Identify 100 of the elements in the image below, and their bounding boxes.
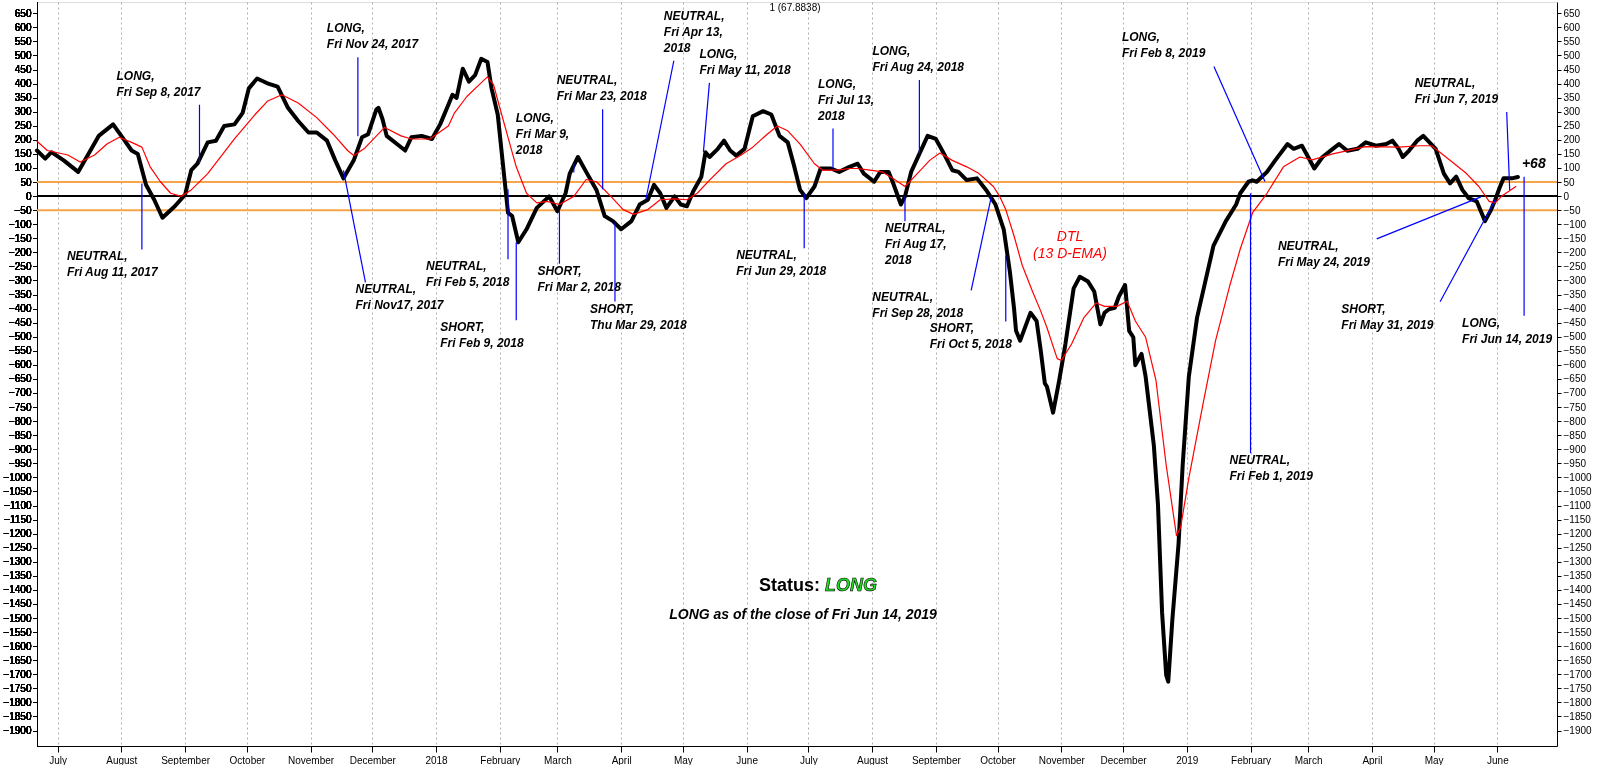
y-tick-label: −200 [8,246,32,258]
y-tick-label: −300 [8,274,32,286]
y2-tick-label: −250 [1563,260,1587,272]
y2-tick-label: 200 [1563,134,1581,146]
y2-tick-label: −1100 [1563,500,1592,511]
y2-tick-label: −750 [1563,401,1587,413]
annotation: LONG [825,575,877,595]
y2-tick-label: −100 [1563,218,1587,230]
y-tick-label: −150 [8,232,32,244]
annotation: LONG as of the close of Fri Jun 14, 2019 [669,606,938,622]
y2-tick-label: 400 [1563,78,1581,90]
annotation: LONG, Fri Aug 24, 2018 [872,43,965,74]
y-tick-label: −1100 [4,500,32,511]
y2-tick-label: −700 [1563,387,1587,399]
y-tick-label: 450 [14,64,32,76]
y2-tick-label: 550 [1563,35,1581,47]
y2-tick-label: 150 [1563,148,1581,160]
x-tick-label: February [1231,754,1272,766]
x-tick-label: September [161,754,211,766]
y2-tick-label: −1350 [1563,570,1593,582]
x-tick-label: May [1424,754,1444,766]
annotation: Status: [758,575,820,595]
y-tick-label: −1600 [3,640,32,652]
y-tick-label: −1750 [3,682,32,694]
y2-tick-label: 0 [1563,190,1570,202]
x-tick-label: December [1100,754,1148,766]
y-tick-label: −1400 [3,584,32,596]
y2-tick-label: −1250 [1563,542,1593,554]
y-tick-label: 0 [25,190,32,202]
y-tick-label: −1150 [4,514,32,526]
x-tick-label: June [1487,754,1510,766]
y2-tick-label: −50 [1563,204,1581,216]
y-tick-label: 200 [14,134,32,146]
x-tick-label: November [1038,754,1086,766]
y2-tick-label: −1850 [1563,710,1593,722]
x-tick-label: August [106,754,138,766]
annotation: NEUTRAL, Fri Sep 28, 2018 [872,290,964,321]
y-tick-label: 600 [14,21,32,33]
y-tick-label: −350 [8,289,32,301]
x-tick-label: October [229,754,266,766]
y2-tick-label: 650 [1563,7,1581,19]
y-tick-label: −250 [8,260,32,272]
y-tick-label: −50 [14,204,32,216]
annotation: NEUTRAL, Fri Jun 29, 2018 [736,248,827,279]
annotation: LONG, Fri Jul 13, 2018 [816,76,875,123]
x-tick-label: July [799,754,818,766]
y2-tick-label: −1900 [1563,725,1593,737]
y-tick-label: −1350 [3,570,32,582]
y-tick-label: −1700 [3,668,32,680]
y2-tick-label: −900 [1563,443,1587,455]
x-tick-label: March [1294,754,1323,766]
x-tick-label: October [980,754,1017,766]
y2-tick-label: −850 [1563,429,1587,441]
y-tick-label: −450 [8,317,32,329]
y2-tick-label: −1450 [1563,598,1593,610]
y-tick-label: −1650 [3,654,32,666]
y-tick-label: −1200 [3,528,32,540]
y2-tick-label: 250 [1563,120,1581,132]
annotation: LONG, Fri Nov 24, 2017 [326,21,420,52]
x-tick-label: April [1362,754,1383,766]
y-tick-label: 400 [14,78,32,90]
y2-tick-label: −200 [1563,246,1587,258]
chart-title: 1 (67.8838) [769,2,821,13]
x-tick-label: April [611,754,632,766]
annotation: NEUTRAL, Fri Aug 11, 2017 [66,249,159,280]
y-tick-label: −750 [8,401,32,413]
y-tick-label: 250 [14,120,32,132]
y2-tick-label: −550 [1563,345,1587,357]
annotation: NEUTRAL, Fri May 24, 2019 [1277,238,1371,269]
y2-tick-label: −1050 [1563,485,1593,497]
y2-tick-label: −400 [1563,303,1587,315]
y-tick-label: −1900 [3,725,32,737]
y2-tick-label: −300 [1563,274,1587,286]
x-tick-label: May [673,754,693,766]
y2-tick-label: −1550 [1563,626,1593,638]
y2-tick-label: 100 [1563,162,1581,174]
y2-tick-label: −1750 [1563,682,1593,694]
annotation: SHORT, Fri May 31, 2019 [1341,301,1434,332]
y2-tick-label: −600 [1563,359,1587,371]
y2-tick-label: 300 [1563,106,1581,118]
y2-tick-label: −500 [1563,331,1587,343]
y-tick-label: −600 [8,359,32,371]
y-tick-label: −950 [8,457,32,469]
y2-tick-label: −1800 [1563,696,1593,708]
y-tick-label: −1500 [3,612,32,624]
y2-tick-label: −1000 [1563,471,1593,483]
x-tick-label: March [543,754,572,766]
y2-tick-label: 50 [1563,176,1576,188]
y-tick-label: −100 [8,218,32,230]
y-tick-label: 300 [14,106,32,118]
y-tick-label: −900 [8,443,32,455]
y-tick-label: 50 [20,176,32,188]
y2-tick-label: −150 [1563,232,1587,244]
y-tick-label: −400 [8,303,32,315]
data-label: +68 [1521,154,1546,171]
y-tick-label: −1450 [3,598,32,610]
y-tick-label: 150 [14,148,32,160]
annotation: SHORT, Fri Oct 5, 2018 [929,321,1013,352]
y2-tick-label: 450 [1563,64,1581,76]
y2-tick-label: −1400 [1563,584,1593,596]
